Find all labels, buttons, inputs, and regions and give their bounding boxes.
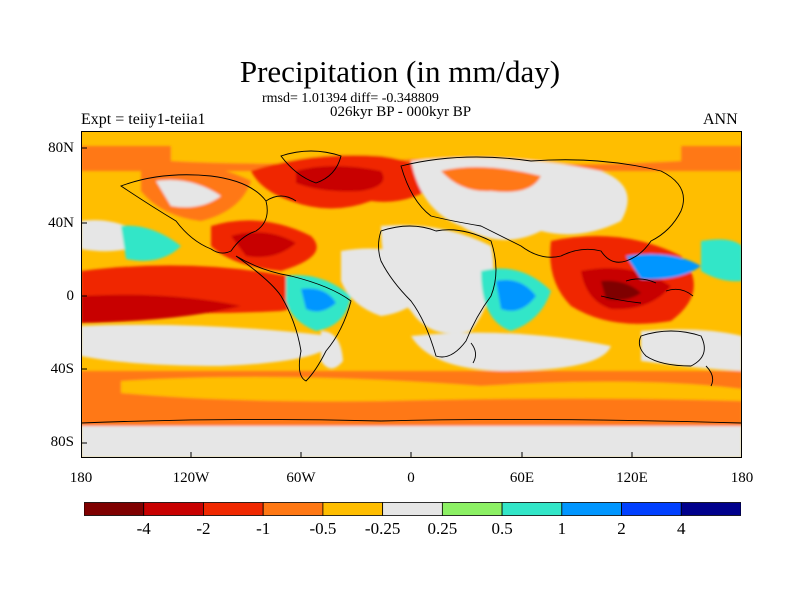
colorbar-box xyxy=(382,502,443,516)
colorbar-label: -0.5 xyxy=(309,519,337,538)
experiment-label: Expt = teiiy1-teiia1 xyxy=(81,111,206,128)
period-text: 026kyr BP - 000kyr BP xyxy=(330,104,472,120)
lon-label-60w: 60W xyxy=(286,470,316,486)
colorbar-label: -4 xyxy=(136,519,151,538)
lon-label-180e: 180 xyxy=(730,470,754,486)
colorbar-box xyxy=(84,502,145,516)
colorbar-box xyxy=(322,502,384,516)
map-ticks xyxy=(81,147,633,458)
lon-label-120e: 120E xyxy=(616,470,648,486)
colorbar-box xyxy=(680,502,741,516)
stats-text: rmsd= 1.01394 diff= -0.348809 xyxy=(262,91,439,106)
precip-field xyxy=(81,136,742,458)
lon-label-180w: 180 xyxy=(69,470,93,486)
colorbar-box xyxy=(501,502,563,516)
colorbar-box xyxy=(441,502,503,516)
colorbar xyxy=(84,502,741,516)
colorbar-label: 2 xyxy=(617,519,626,538)
lon-label-60e: 60E xyxy=(509,470,535,486)
lon-label-120w: 120W xyxy=(172,470,210,486)
lat-label-0: 0 xyxy=(66,288,75,304)
colorbar-label: 0.5 xyxy=(491,519,513,538)
lat-label-40n: 40N xyxy=(48,215,74,231)
precipitation-map xyxy=(81,131,742,458)
lat-label-80n: 80N xyxy=(48,140,74,156)
map-title: Precipitation (in mm/day) xyxy=(239,54,561,89)
coastlines xyxy=(81,150,742,424)
colorbar-box xyxy=(561,502,622,516)
lat-label-80s: 80S xyxy=(50,434,74,450)
colorbar-box xyxy=(262,502,324,516)
colorbar-label: -1 xyxy=(256,519,271,538)
colorbar-label: 0.25 xyxy=(427,519,458,538)
colorbar-label: 1 xyxy=(557,519,567,538)
colorbar-label: 4 xyxy=(677,519,686,538)
colorbar-box xyxy=(143,502,204,516)
colorbar-label: -2 xyxy=(196,519,211,538)
season-label: ANN xyxy=(703,111,738,128)
lat-label-40s: 40S xyxy=(50,361,74,377)
lon-label-0: 0 xyxy=(407,470,415,486)
colorbar-box xyxy=(621,502,682,516)
colorbar-label: -0.25 xyxy=(364,519,401,538)
colorbar-box xyxy=(203,502,264,516)
